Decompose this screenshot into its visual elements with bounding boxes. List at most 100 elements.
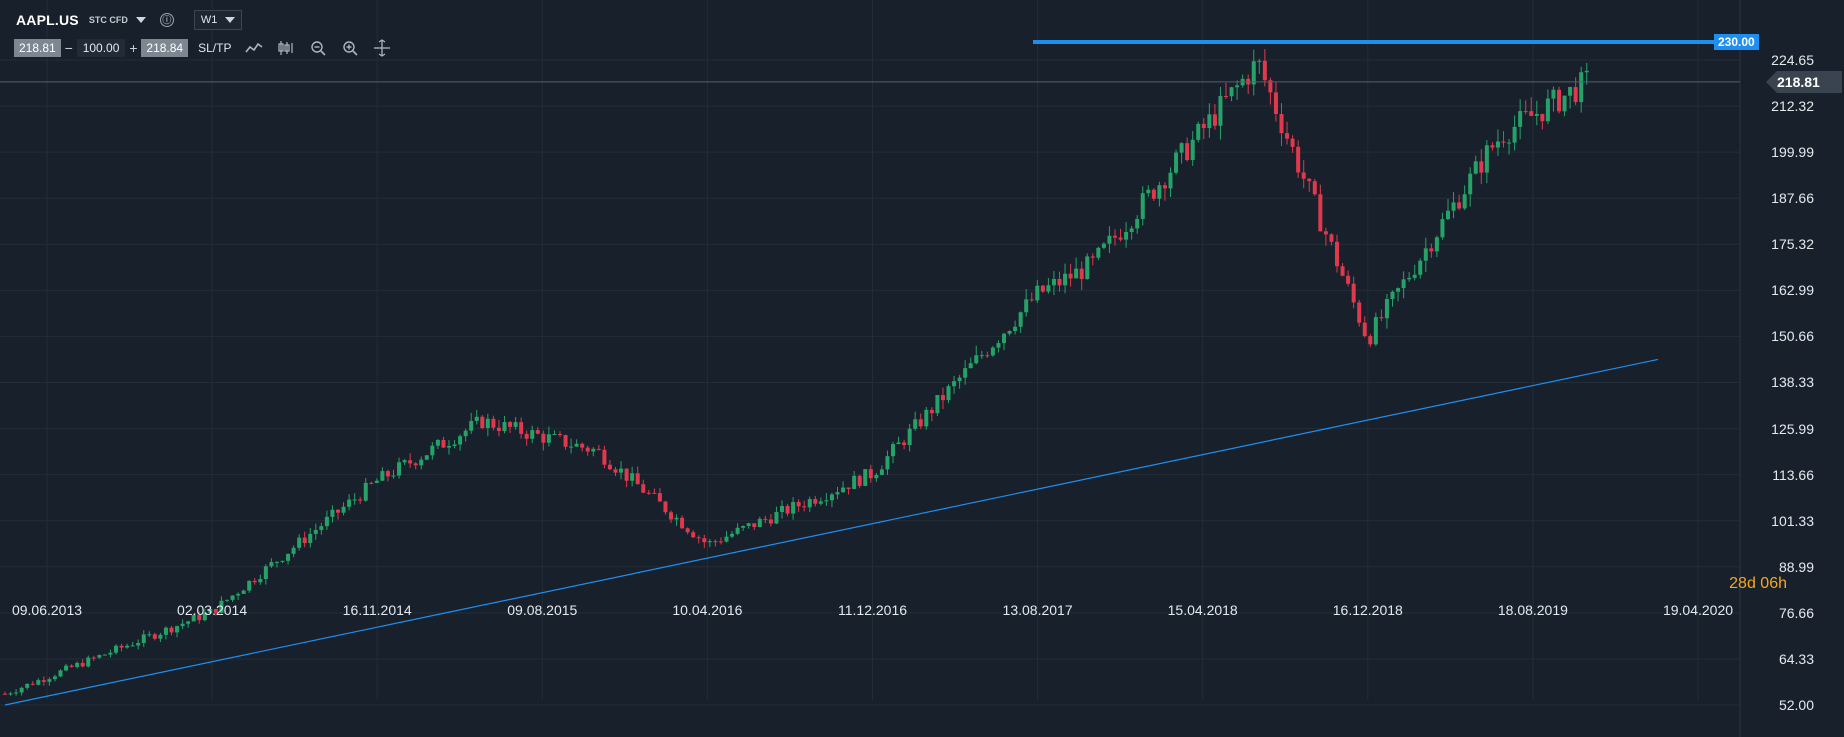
- candle-body: [1029, 299, 1034, 301]
- price-tick-label: 150.66: [1771, 328, 1814, 345]
- candle: [119, 643, 124, 652]
- candle-body: [347, 499, 352, 507]
- candle-body: [219, 600, 224, 613]
- candle: [25, 683, 30, 690]
- price-lines[interactable]: [0, 40, 1740, 83]
- candle-body: [374, 480, 379, 483]
- candle-body: [935, 395, 940, 414]
- candle: [1296, 140, 1301, 178]
- candle: [1257, 58, 1262, 75]
- candle: [186, 620, 191, 628]
- candle-body: [785, 505, 790, 514]
- candle: [1085, 253, 1090, 280]
- candle-body: [25, 683, 30, 688]
- candle: [1484, 140, 1489, 184]
- candle-body: [1545, 98, 1550, 122]
- candle: [818, 497, 823, 506]
- candle-body: [863, 469, 868, 486]
- candle-body: [496, 427, 501, 432]
- candle-body: [1357, 302, 1362, 323]
- candle: [780, 500, 784, 519]
- candle-body: [491, 418, 496, 428]
- candle: [252, 578, 257, 585]
- candle-body: [341, 506, 346, 513]
- candle: [1135, 215, 1140, 234]
- candle: [469, 412, 474, 434]
- candle: [197, 611, 202, 624]
- candle-body: [513, 422, 518, 427]
- candle: [180, 619, 185, 629]
- candle: [768, 514, 773, 527]
- candle-body: [1501, 141, 1506, 143]
- info-icon[interactable]: ⓘ: [159, 13, 174, 27]
- candle: [952, 375, 957, 394]
- candle-body: [546, 434, 551, 443]
- crosshair-icon[interactable]: [373, 39, 391, 57]
- candle-body: [474, 416, 479, 421]
- candle-body: [580, 443, 585, 448]
- candle-body: [974, 355, 979, 364]
- chart-toolbar: AAPL.US STC CFD ⓘ W1 218.81 − 100.00 + 2…: [0, 0, 700, 70]
- quantity-increase-button[interactable]: +: [129, 40, 138, 56]
- zoom-in-icon[interactable]: [341, 39, 359, 57]
- candle: [730, 531, 735, 539]
- candle-body: [1495, 141, 1500, 148]
- candle-body: [902, 442, 907, 446]
- symbol-dropdown-icon[interactable]: [135, 17, 146, 23]
- buy-price-button[interactable]: 218.84: [141, 39, 189, 57]
- line-chart-icon[interactable]: [245, 39, 263, 57]
- candle: [735, 523, 740, 536]
- candle-body: [846, 487, 851, 489]
- candle-body: [52, 676, 57, 680]
- candle-body: [1329, 234, 1334, 242]
- zoom-out-icon[interactable]: [309, 39, 327, 57]
- candle-body: [1140, 193, 1145, 219]
- candle: [535, 426, 540, 435]
- candle-body: [741, 526, 746, 528]
- candle: [1423, 237, 1428, 272]
- sltp-button[interactable]: SL/TP: [198, 41, 232, 55]
- candle: [452, 440, 457, 449]
- candle-body: [835, 492, 840, 495]
- candle: [530, 425, 535, 444]
- candle-body: [585, 447, 590, 452]
- date-tick-label: 13.08.2017: [1002, 602, 1073, 618]
- quantity-decrease-button[interactable]: −: [64, 40, 73, 56]
- date-tick-label: 09.06.2013: [11, 602, 83, 618]
- chevron-down-icon: [225, 17, 236, 23]
- candle-body: [1484, 145, 1489, 173]
- sell-price-button[interactable]: 218.81: [14, 39, 61, 57]
- candle: [14, 689, 19, 696]
- candle-body: [308, 533, 313, 544]
- candle: [80, 658, 85, 668]
- candle-body: [1113, 235, 1117, 238]
- candle-body: [247, 580, 252, 591]
- symbol-name[interactable]: AAPL.US: [16, 12, 79, 28]
- candle-body: [1018, 312, 1023, 327]
- horizontal-line-label[interactable]: 230.00: [1714, 34, 1759, 50]
- candle-body: [1518, 111, 1523, 127]
- candle-body: [8, 693, 13, 695]
- candle-body: [1051, 278, 1056, 286]
- support-trendline[interactable]: [4, 358, 1659, 706]
- candle: [1401, 271, 1406, 299]
- candle-body: [1146, 189, 1151, 194]
- timeframe-select[interactable]: W1: [193, 10, 243, 30]
- candle: [974, 345, 979, 365]
- candle-body: [1440, 219, 1445, 238]
- candle: [1307, 178, 1312, 192]
- candle-body: [47, 679, 52, 682]
- candle: [1335, 234, 1339, 273]
- price-tick-label: 88.99: [1778, 558, 1814, 575]
- candle-body: [1534, 113, 1539, 116]
- candle-body: [569, 446, 574, 448]
- quantity-input[interactable]: 100.00: [76, 39, 126, 57]
- trendline[interactable]: [4, 358, 1659, 706]
- candlestick-icon[interactable]: [277, 39, 295, 57]
- candle-body: [624, 468, 629, 481]
- candle: [1057, 271, 1062, 292]
- candle: [963, 360, 968, 385]
- candle: [91, 655, 96, 661]
- candle-body: [1562, 95, 1567, 112]
